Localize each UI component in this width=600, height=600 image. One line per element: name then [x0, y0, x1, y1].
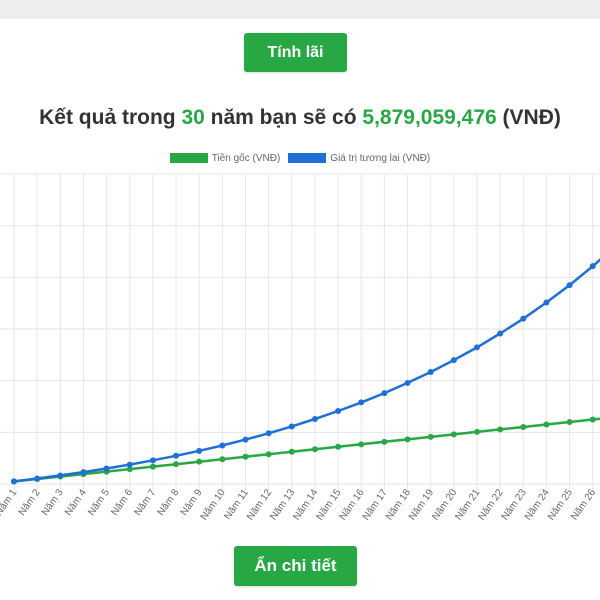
data-point-future-value [11, 478, 17, 485]
data-point-principal [497, 426, 504, 433]
data-point-principal [265, 451, 272, 458]
data-point-principal [196, 458, 203, 465]
series-line-future-value [13, 258, 600, 483]
data-point-principal [520, 423, 527, 430]
data-point-future-value [474, 344, 480, 351]
x-tick-label: Năm 7 [132, 487, 158, 518]
data-point-future-value [219, 442, 226, 449]
data-point-future-value [80, 469, 87, 476]
data-point-principal [242, 453, 249, 460]
data-point-principal [474, 428, 480, 435]
calculate-interest-button[interactable]: Tính lãi [244, 33, 347, 72]
data-point-principal [358, 441, 365, 448]
x-tick-label: Năm 3 [40, 487, 66, 518]
data-point-future-value [311, 416, 318, 423]
x-tick-label: Năm 2 [17, 487, 43, 518]
chart-legend: Tiền gốc (VNĐ) Giá trị tương lai (VNĐ) [0, 150, 600, 166]
data-point-principal [149, 463, 156, 470]
result-middle: năm bạn sẽ có [210, 106, 357, 129]
x-tick-label: Năm 1 [0, 487, 20, 518]
data-point-principal [381, 438, 388, 445]
x-tick-label: Năm 4 [63, 487, 89, 518]
x-tick-label: Năm 8 [156, 487, 182, 518]
data-point-principal [173, 461, 180, 468]
data-point-future-value [381, 390, 388, 397]
result-years: 30 [181, 106, 205, 129]
data-point-principal [404, 436, 411, 443]
data-point-future-value [57, 472, 64, 479]
data-point-principal [589, 416, 596, 423]
data-point-principal [566, 419, 573, 425]
data-point-future-value [288, 423, 295, 430]
data-point-future-value [149, 457, 156, 464]
data-point-future-value [450, 357, 457, 364]
data-point-principal [543, 421, 550, 428]
result-title: Kết quả trong 30 năm bạn sẽ có 5,879,059… [0, 106, 600, 130]
legend-item-principal[interactable]: Tiền gốc (VNĐ) [169, 152, 281, 164]
data-point-future-value [126, 461, 133, 468]
legend-item-future-value[interactable]: Giá trị tương lai (VNĐ) [288, 153, 430, 164]
data-point-principal [450, 431, 457, 438]
result-amount: 5,879,059,476 [362, 106, 497, 129]
result-suffix: (VNĐ) [502, 106, 561, 129]
x-tick-label: Năm 26 [569, 487, 598, 522]
data-point-future-value [520, 315, 527, 322]
toggle-details-label: Ẩn chi tiết [254, 556, 337, 575]
data-point-future-value [335, 408, 342, 415]
data-point-future-value [589, 263, 596, 270]
result-prefix: Kết quả trong [39, 106, 176, 129]
data-point-principal [126, 466, 133, 473]
legend-label-principal: Tiền gốc (VNĐ) [211, 152, 281, 164]
data-point-future-value [173, 452, 180, 459]
data-point-future-value [196, 447, 203, 454]
data-point-future-value [103, 465, 110, 472]
data-point-principal [219, 456, 226, 463]
data-point-future-value [543, 299, 550, 306]
data-point-future-value [427, 368, 434, 375]
x-tick-label: Năm 5 [86, 487, 112, 518]
data-point-principal [427, 433, 434, 440]
toggle-details-button[interactable]: Ẩn chi tiết [234, 546, 357, 586]
data-point-future-value [497, 330, 504, 337]
data-point-future-value [34, 475, 41, 482]
x-tick-label: Năm 6 [109, 487, 135, 518]
data-point-future-value [358, 399, 365, 406]
legend-swatch-principal [169, 153, 208, 163]
legend-label-future-value: Giá trị tương lai (VNĐ) [330, 152, 431, 164]
legend-swatch-future-value [288, 153, 327, 163]
data-point-principal [335, 443, 342, 450]
data-point-future-value [566, 282, 573, 289]
series-line-principal [13, 417, 600, 483]
top-band [0, 0, 600, 19]
calculate-interest-label: Tính lãi [267, 43, 324, 61]
data-point-future-value [265, 430, 272, 437]
data-point-future-value [404, 379, 411, 386]
data-point-future-value [242, 436, 249, 443]
data-point-principal [288, 448, 295, 455]
data-point-principal [311, 446, 318, 453]
